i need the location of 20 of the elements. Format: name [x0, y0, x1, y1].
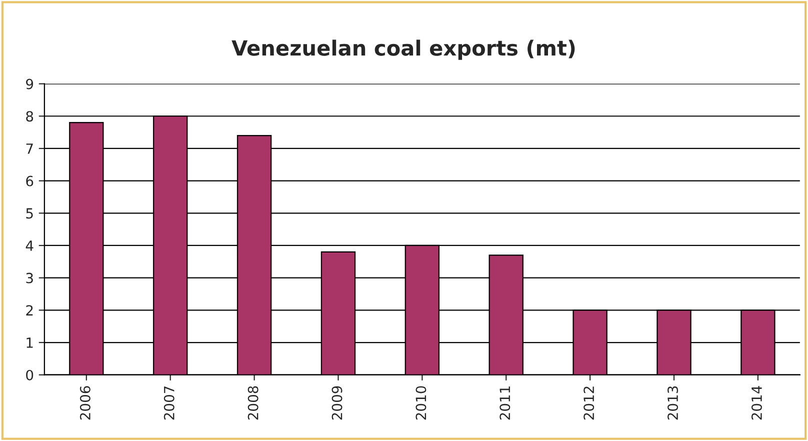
- x-tick-label: 2009: [332, 386, 342, 420]
- x-tick-label: 2014: [751, 386, 762, 420]
- x-tick-label: 2007: [164, 386, 174, 420]
- x-tick-label: 2010: [416, 386, 426, 420]
- x-tick-label: 2006: [80, 386, 90, 420]
- y-tick-label: 8: [26, 111, 34, 122]
- y-tick-label: 1: [26, 338, 33, 348]
- y-tick-label: 7: [26, 144, 33, 154]
- x-tick-label: 2011: [500, 386, 510, 420]
- y-tick-label: 2: [26, 305, 33, 316]
- y-tick-label: 9: [26, 78, 34, 90]
- y-tick-label: 3: [26, 272, 33, 284]
- chart-title: Venezuelan coal exports (mt): [232, 40, 575, 60]
- y-tick-label: 4: [26, 240, 34, 251]
- y-tick-label: 0: [26, 370, 34, 380]
- y-tick-label: 6: [26, 176, 34, 186]
- x-tick-label: 2012: [584, 386, 594, 420]
- x-tick-label: 2013: [668, 386, 678, 420]
- x-tick-label: 2008: [248, 386, 258, 420]
- y-tick-label: 5: [26, 208, 33, 219]
